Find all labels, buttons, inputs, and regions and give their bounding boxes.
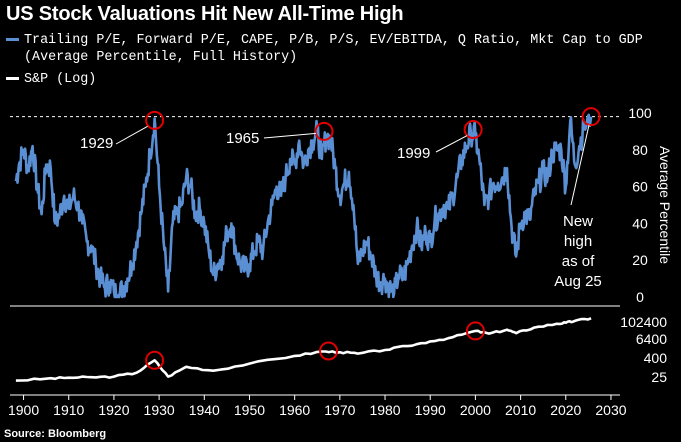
x-tick-1920: 1920 xyxy=(98,402,129,418)
legend-label-sp: S&P (Log) xyxy=(24,72,97,87)
y-tick-log-400: 400 xyxy=(644,350,668,366)
highlight-circle-top-1 xyxy=(314,121,334,141)
x-tick-1960: 1960 xyxy=(279,402,310,418)
legend-label-valuation: Trailing P/E, Forward P/E, CAPE, P/B, P/… xyxy=(24,33,643,48)
x-tick-2010: 2010 xyxy=(505,402,536,418)
y-tick-log-102400: 102400 xyxy=(620,314,667,330)
annotation-new-high-line-1: high xyxy=(564,233,592,250)
x-tick-1980: 1980 xyxy=(369,402,400,418)
y-axis-label: Average Percentile xyxy=(657,146,673,264)
x-tick-1990: 1990 xyxy=(415,402,446,418)
annotation-new-high-line-2: as of xyxy=(562,253,595,270)
y-tick-log-25: 25 xyxy=(651,369,667,385)
sp-log-line xyxy=(15,317,592,382)
x-tick-1900: 1900 xyxy=(8,402,39,418)
y-tick-percentile-40: 40 xyxy=(632,215,648,231)
y-tick-percentile-80: 80 xyxy=(632,142,648,158)
highlight-circle-top-3 xyxy=(581,107,601,127)
x-tick-1910: 1910 xyxy=(53,402,84,418)
x-tick-1970: 1970 xyxy=(324,402,355,418)
annotation-leader-new-high xyxy=(570,124,590,206)
highlight-circle-bottom-0 xyxy=(145,350,165,370)
x-tick-1940: 1940 xyxy=(189,402,220,418)
annotation-year-0: 1929 xyxy=(80,135,113,152)
annotation-leader-0 xyxy=(115,125,148,145)
x-tick-1950: 1950 xyxy=(234,402,265,418)
annotation-new-high-line-3: Aug 25 xyxy=(554,273,602,290)
annotation-new-high-line-0: New xyxy=(563,213,593,230)
valuation-percentile-line xyxy=(14,113,593,299)
highlight-circle-bottom-2 xyxy=(465,321,485,341)
x-tick-2030: 2030 xyxy=(595,402,626,418)
legend-valuation-subtitle: (Average Percentile, Full History) xyxy=(24,50,298,65)
annotation-leader-2 xyxy=(435,135,468,153)
y-tick-percentile-60: 60 xyxy=(632,179,648,195)
x-tick-2000: 2000 xyxy=(460,402,491,418)
x-tick-1930: 1930 xyxy=(144,402,175,418)
chart-title: US Stock Valuations Hit New All-Time Hig… xyxy=(6,3,404,25)
x-tick-2020: 2020 xyxy=(550,402,581,418)
highlight-circle-top-2 xyxy=(463,120,483,140)
y-tick-log-6400: 6400 xyxy=(636,331,667,347)
source-note: Source: Bloomberg xyxy=(4,428,107,440)
annotation-leader-1 xyxy=(263,132,317,139)
legend-valuation: Trailing P/E, Forward P/E, CAPE, P/B, P/… xyxy=(6,33,643,49)
legend-swatch-sp xyxy=(6,76,19,80)
highlight-circle-bottom-1 xyxy=(319,341,339,361)
y-tick-percentile-20: 20 xyxy=(632,252,648,268)
legend-swatch-valuation xyxy=(6,37,19,41)
legend-sp: S&P (Log) xyxy=(6,72,96,88)
annotation-year-1: 1965 xyxy=(226,130,259,147)
highlight-circle-top-0 xyxy=(145,110,165,130)
annotation-year-2: 1999 xyxy=(397,145,430,162)
y-tick-percentile-100: 100 xyxy=(628,105,652,121)
y-tick-percentile-0: 0 xyxy=(636,289,644,305)
